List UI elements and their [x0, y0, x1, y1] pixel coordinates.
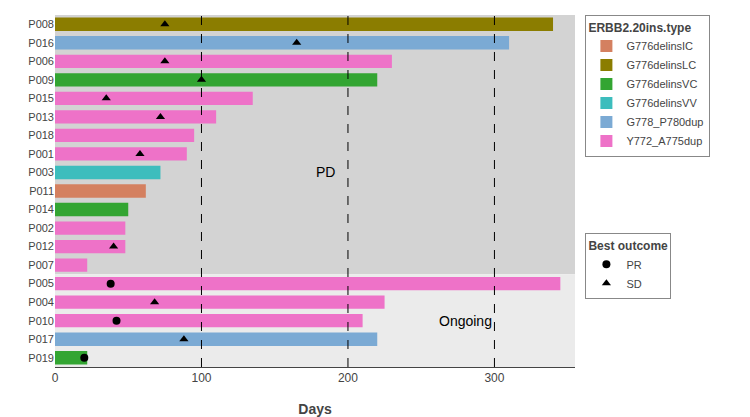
svg-text:G776delinsVV: G776delinsVV	[626, 97, 697, 109]
svg-text:G776delinsVC: G776delinsVC	[626, 78, 697, 90]
svg-text:0: 0	[52, 371, 59, 385]
svg-text:P008: P008	[28, 18, 54, 30]
svg-text:Y772_A775dup: Y772_A775dup	[626, 135, 702, 147]
svg-text:P011: P011	[29, 185, 54, 197]
svg-text:G778_P780dup: G778_P780dup	[626, 116, 703, 128]
svg-text:SD: SD	[626, 278, 641, 290]
svg-text:P018: P018	[28, 129, 54, 141]
svg-text:P002: P002	[28, 222, 54, 234]
svg-text:Ongoing: Ongoing	[439, 313, 492, 329]
svg-text:P016: P016	[28, 37, 54, 49]
svg-text:P017: P017	[28, 333, 54, 345]
svg-text:G776delinsLC: G776delinsLC	[626, 59, 696, 71]
svg-text:P019: P019	[28, 352, 54, 364]
svg-text:P003: P003	[28, 166, 54, 178]
svg-text:Best outcome: Best outcome	[588, 239, 668, 253]
svg-text:P015: P015	[28, 92, 54, 104]
svg-text:100: 100	[191, 371, 211, 385]
svg-text:PD: PD	[316, 164, 335, 180]
svg-text:P014: P014	[28, 203, 54, 215]
svg-text:P005: P005	[28, 277, 54, 289]
svg-text:PR: PR	[626, 259, 641, 271]
svg-text:P001: P001	[28, 148, 54, 160]
svg-text:P006: P006	[28, 55, 54, 67]
svg-text:P007: P007	[28, 259, 54, 271]
svg-text:P012: P012	[28, 240, 54, 252]
svg-text:P013: P013	[28, 111, 54, 123]
svg-text:300: 300	[484, 371, 504, 385]
svg-text:200: 200	[338, 371, 358, 385]
svg-text:G776delinsIC: G776delinsIC	[626, 40, 693, 52]
svg-text:P009: P009	[28, 74, 54, 86]
svg-text:Days: Days	[298, 401, 332, 417]
svg-text:P010: P010	[28, 315, 54, 327]
svg-text:ERBB2.20ins.type: ERBB2.20ins.type	[588, 21, 691, 35]
svg-text:P004: P004	[28, 296, 54, 308]
